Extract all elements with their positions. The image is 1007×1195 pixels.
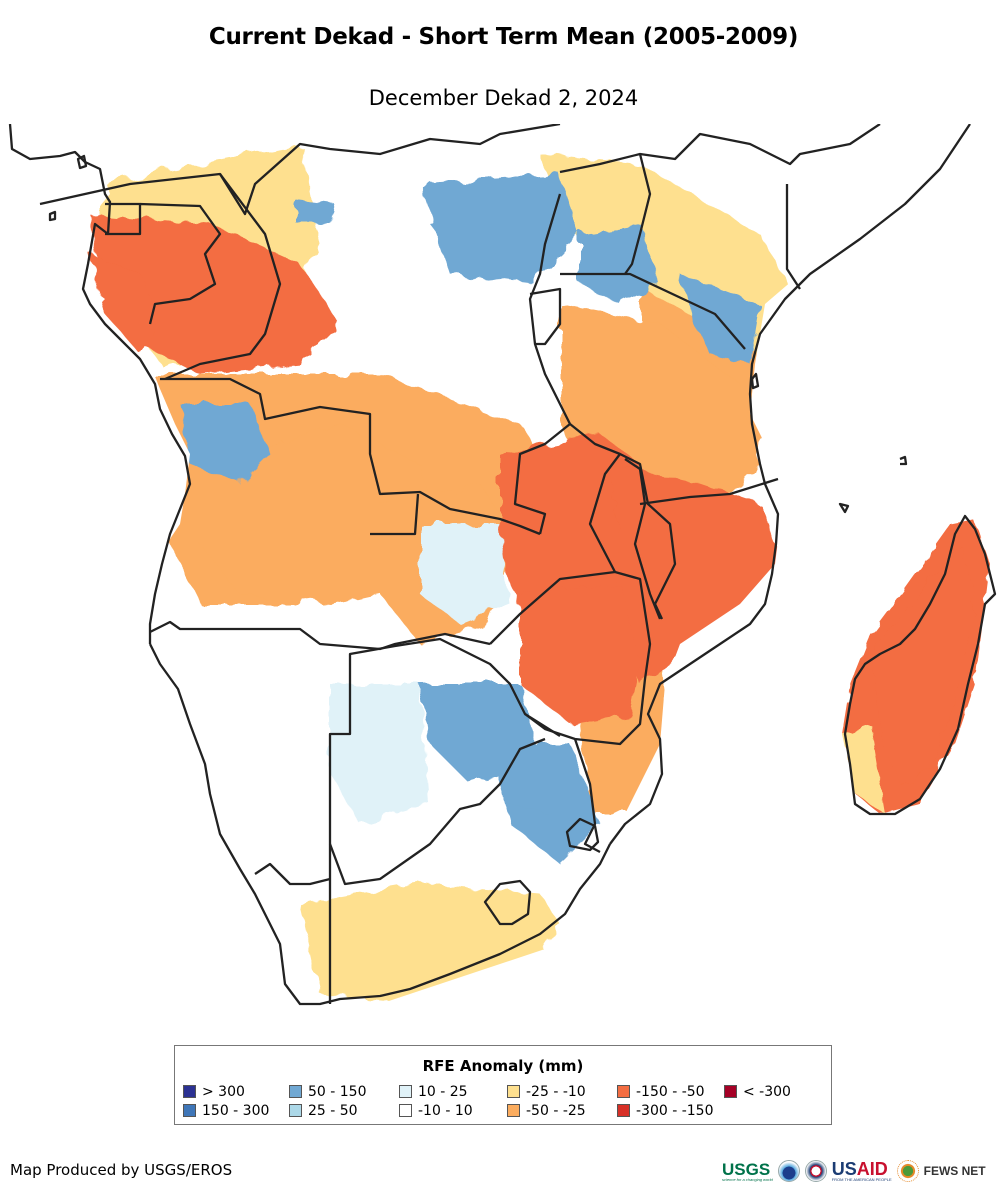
legend-swatch <box>399 1085 412 1098</box>
border-zimbabwe <box>489 570 652 746</box>
legend-item: -10 - 10 <box>399 1102 473 1119</box>
map-credit: Map Produced by USGS/EROS <box>10 1161 233 1179</box>
anomaly-field <box>10 124 990 1014</box>
usgs-logo-text: USGS <box>722 1159 771 1179</box>
legend-item: > 300 <box>183 1083 245 1100</box>
anomaly-region <box>90 254 160 354</box>
anomaly-region <box>295 199 335 224</box>
border-tanzania-mozambique <box>639 477 779 506</box>
usaid-logo: USAID FROM THE AMERICAN PEOPLE <box>832 1160 892 1182</box>
noaa-logo-icon <box>777 1160 800 1182</box>
island-zanzibar <box>750 372 760 390</box>
anomaly-map <box>8 124 997 1014</box>
border-rwanda-burundi <box>529 287 562 346</box>
border-botswana-sa <box>328 737 546 886</box>
island-comoros <box>838 455 908 514</box>
border-gabon <box>105 202 222 325</box>
legend-swatch <box>183 1085 196 1098</box>
legend-item: < -300 <box>724 1083 791 1100</box>
anomaly-region <box>420 524 510 624</box>
border-chad-car <box>39 124 561 216</box>
coastline-madagascar <box>843 514 997 816</box>
legend-label: 150 - 300 <box>202 1102 270 1119</box>
border-mozambique-sa <box>573 738 601 854</box>
border-ethiopia-sudan <box>559 124 881 174</box>
map-title: Current Dekad - Short Term Mean (2005-20… <box>208 24 799 50</box>
legend-label: -150 - -50 <box>636 1083 705 1100</box>
fews-globe-icon <box>896 1160 919 1182</box>
anomaly-region <box>500 764 555 814</box>
country-borders <box>8 124 997 1006</box>
legend-label: -25 - -10 <box>526 1083 586 1100</box>
border-somalia-kenya <box>785 184 801 290</box>
coastline-east <box>609 124 971 845</box>
legend-label: 10 - 25 <box>418 1083 468 1100</box>
legend-swatch <box>399 1104 412 1117</box>
border-mozambique-malawi <box>588 452 677 620</box>
legend-label: < -300 <box>743 1083 791 1100</box>
legend-swatch <box>617 1085 630 1098</box>
usgs-logo: USGS science for a changing world <box>722 1161 773 1182</box>
border-lesotho <box>483 879 532 926</box>
anomaly-region <box>520 584 640 724</box>
anomaly-region <box>430 214 500 264</box>
partner-logos: USGS science for a changing world USAID … <box>722 1157 986 1185</box>
legend-item: 10 - 25 <box>399 1083 468 1100</box>
border-namibia-sa <box>254 862 331 886</box>
legend-swatch <box>289 1085 302 1098</box>
map-subtitle: December Dekad 2, 2024 <box>368 86 639 110</box>
legend-swatch <box>183 1104 196 1117</box>
usaid-logo-text: USAID <box>831 1159 888 1179</box>
anomaly-region <box>440 704 510 754</box>
border-zambia <box>370 423 571 536</box>
island-sao-tome <box>48 210 57 222</box>
coastline-southwest <box>148 643 612 1006</box>
island-bioko <box>76 154 88 170</box>
legend-item: 25 - 50 <box>289 1102 358 1119</box>
legend: RFE Anomaly (mm) > 300 150 - 300 50 - 150 2… <box>174 1045 832 1125</box>
legend-label: > 300 <box>202 1083 245 1100</box>
legend-swatch <box>617 1104 630 1117</box>
legend-swatch <box>507 1085 520 1098</box>
usaid-tagline: FROM THE AMERICAN PEOPLE <box>831 1177 892 1182</box>
legend-swatch <box>724 1085 737 1098</box>
legend-title: RFE Anomaly (mm) <box>422 1057 584 1075</box>
legend-swatch <box>289 1104 302 1117</box>
anomaly-region <box>330 684 430 824</box>
anomaly-region <box>500 434 650 634</box>
border-namibia-botswana <box>328 637 561 1004</box>
usaid-seal-icon <box>804 1160 827 1182</box>
legend-item: 150 - 300 <box>183 1102 269 1119</box>
legend-item: -150 - -50 <box>617 1083 705 1100</box>
legend-label: -300 - -150 <box>636 1102 714 1119</box>
anomaly-region <box>610 464 780 684</box>
anomaly-region <box>200 424 240 459</box>
fews-net-logo-text: FEWS NET <box>923 1164 986 1178</box>
border-eswatini <box>565 817 600 852</box>
legend-label: 25 - 50 <box>308 1102 358 1119</box>
legend-item: -25 - -10 <box>507 1083 586 1100</box>
legend-item: -50 - -25 <box>507 1102 586 1119</box>
legend-label: -10 - 10 <box>418 1102 473 1119</box>
legend-label: -50 - -25 <box>526 1102 586 1119</box>
anomaly-region <box>875 544 975 784</box>
legend-item: -300 - -150 <box>617 1102 714 1119</box>
border-angola-drc <box>160 377 541 536</box>
legend-swatch <box>507 1104 520 1117</box>
anomaly-region <box>580 224 660 304</box>
anomaly-region <box>220 664 340 764</box>
usgs-tagline: science for a changing world <box>722 1176 773 1182</box>
legend-item: 50 - 150 <box>289 1083 367 1100</box>
anomaly-region <box>842 724 885 814</box>
border-uganda-kenya-tanzania <box>560 272 746 350</box>
border-congo-drc <box>164 173 282 381</box>
legend-label: 50 - 150 <box>308 1083 367 1100</box>
border-angola-namibia <box>149 620 491 651</box>
